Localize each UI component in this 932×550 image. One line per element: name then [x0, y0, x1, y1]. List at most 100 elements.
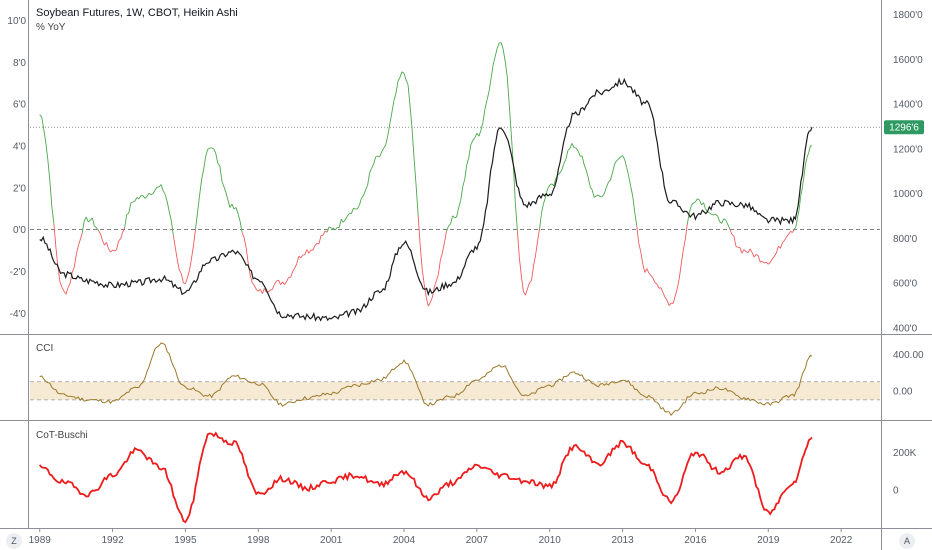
yoy-segment — [61, 287, 65, 292]
yoy-segment — [674, 288, 678, 297]
yoy-segment — [146, 193, 150, 197]
yoy-segment — [470, 140, 474, 145]
yoy-segment — [353, 207, 356, 210]
yoy-segment — [749, 248, 753, 253]
reference-lines — [30, 126, 880, 231]
yoy-segment — [144, 196, 148, 199]
left-axis-ticks: 10'0 8'0 6'0 4'0 2'0 0'0 -2'0 -4'0 — [7, 16, 26, 320]
yoy-segment — [593, 195, 597, 198]
yoy-segment — [662, 292, 666, 298]
left-tick-label: 10'0 — [7, 16, 26, 27]
yoy-segment — [682, 239, 686, 251]
yoy-segment — [678, 263, 682, 279]
yoy-segment — [488, 78, 492, 92]
yoy-segment — [723, 218, 727, 221]
yoy-segment — [235, 207, 239, 214]
x-tick-label: 2007 — [466, 535, 489, 546]
yoy-segment — [801, 176, 805, 189]
yoy-segment — [761, 260, 765, 264]
yoy-segment — [425, 297, 429, 307]
yoy-segment — [322, 230, 326, 236]
yoy-segment — [296, 256, 300, 264]
yoy-segment — [128, 203, 132, 214]
yoy-segment — [223, 186, 227, 193]
yoy-segment — [96, 227, 99, 231]
yoy-segment — [803, 163, 806, 177]
yoy-segment — [189, 258, 192, 271]
yoy-segment — [444, 231, 447, 243]
yoy-segment — [792, 229, 795, 233]
yoy-segment — [122, 227, 126, 233]
yoy-segment — [286, 277, 290, 282]
yoy-segment — [549, 183, 552, 186]
yoy-segment — [195, 212, 199, 229]
right-tick-label: 400'0 — [893, 323, 918, 334]
yoy-segment — [456, 207, 460, 218]
yoy-segment — [656, 283, 660, 289]
yoy-segment — [575, 147, 579, 152]
yoy-segment — [193, 228, 196, 245]
cot-series — [39, 431, 813, 524]
yoy-segment — [225, 192, 229, 201]
x-tick-label: 2001 — [320, 535, 343, 546]
cci-tick-label: 400.00 — [893, 350, 924, 361]
yoy-segment — [282, 281, 285, 285]
yoy-segment — [126, 212, 130, 215]
yoy-segment — [245, 247, 249, 264]
yoy-segment — [589, 186, 593, 191]
yoy-segment — [504, 61, 508, 77]
yoy-segment — [638, 242, 642, 253]
yoy-segment — [413, 158, 417, 187]
yoy-segment — [130, 201, 134, 204]
yoy-segment — [114, 249, 117, 252]
yoy-segment — [699, 199, 702, 206]
yoy-segment — [344, 216, 348, 220]
yoy-segment — [585, 169, 589, 178]
yoy-segment — [437, 259, 441, 275]
yoy-segment — [636, 225, 640, 244]
yoy-segment — [796, 210, 800, 219]
yoy-segment — [741, 249, 745, 254]
yoy-segment — [567, 147, 571, 151]
yoy-segment — [793, 226, 797, 230]
yoy-segment — [717, 215, 721, 222]
yoy-segment — [381, 147, 385, 152]
yoy-segment — [142, 195, 146, 199]
auto-scale-button[interactable]: A — [899, 533, 915, 549]
yoy-segment — [401, 71, 405, 74]
yoy-segment — [480, 122, 484, 131]
yoy-segment — [270, 288, 273, 291]
yoy-segment — [433, 280, 437, 288]
timezone-button[interactable]: Z — [6, 533, 22, 549]
yoy-segment — [632, 195, 636, 213]
cci-title: CCI — [36, 343, 53, 354]
yoy-segment — [185, 277, 188, 284]
yoy-segment — [596, 194, 599, 197]
yoy-segment — [640, 251, 644, 265]
yoy-segment — [409, 106, 413, 130]
yoy-segment — [622, 155, 625, 160]
yoy-segment — [506, 76, 510, 105]
yoy-segment — [739, 247, 743, 254]
yoy-segment — [332, 227, 336, 231]
cot-title: CoT-Buschi — [36, 430, 88, 441]
yoy-segment — [306, 249, 310, 254]
yoy-segment — [294, 263, 298, 269]
yoy-segment — [53, 223, 57, 248]
yoy-segment — [124, 214, 128, 228]
yoy-segment — [205, 149, 209, 157]
yoy-segment — [502, 49, 506, 62]
yoy-segment — [753, 254, 757, 258]
yoy-segment — [138, 195, 142, 200]
yoy-segment — [251, 282, 255, 286]
yoy-segment — [47, 159, 51, 181]
yoy-segment — [731, 233, 735, 237]
yoy-segment — [773, 252, 777, 257]
yoy-segment — [261, 288, 265, 294]
yoy-segment — [500, 42, 504, 50]
yoy-segment — [660, 287, 664, 293]
yoy-segment — [512, 163, 516, 203]
yoy-segment — [563, 158, 567, 164]
